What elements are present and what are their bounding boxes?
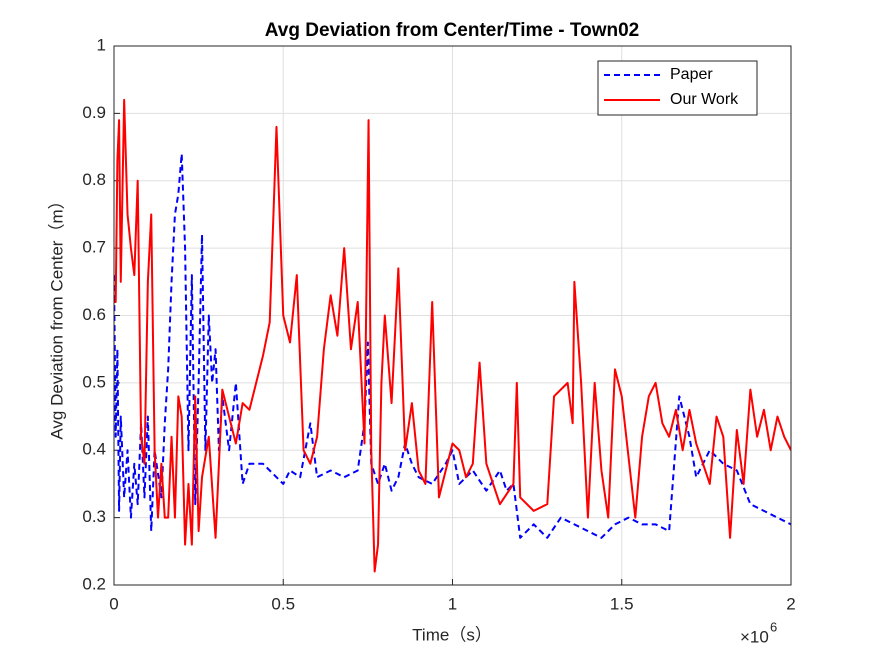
y-axis-label: Avg Deviation from Center（m） [47,192,66,439]
x-tick-label: 1 [448,594,457,613]
x-tick-label: 0.5 [271,594,295,613]
y-tick-label: 0.6 [82,305,106,324]
y-tick-label: 0.8 [82,170,106,189]
x-multiplier-exponent: 6 [770,619,777,634]
x-multiplier: ×10 [740,627,769,646]
y-tick-label: 0.4 [82,440,106,459]
y-tick-label: 0.2 [82,574,106,593]
y-tick-label: 0.7 [82,238,106,257]
legend-label: Our Work [670,91,739,108]
legend-box [597,60,758,116]
y-tick-label: 1 [97,35,106,54]
x-tick-label: 1.5 [610,594,634,613]
y-tick-label: 0.5 [82,372,106,391]
series-line [114,98,791,573]
y-tick-label: 0.3 [82,507,106,526]
x-axis-label: Time（s） [412,625,492,644]
y-tick-label: 0.9 [82,103,106,122]
x-tick-label: 2 [786,594,795,613]
legend-label: Paper [670,66,713,83]
chart-title: Avg Deviation from Center/Time - Town02 [265,20,639,41]
x-tick-label: 0 [109,594,118,613]
axes-box [113,45,792,586]
